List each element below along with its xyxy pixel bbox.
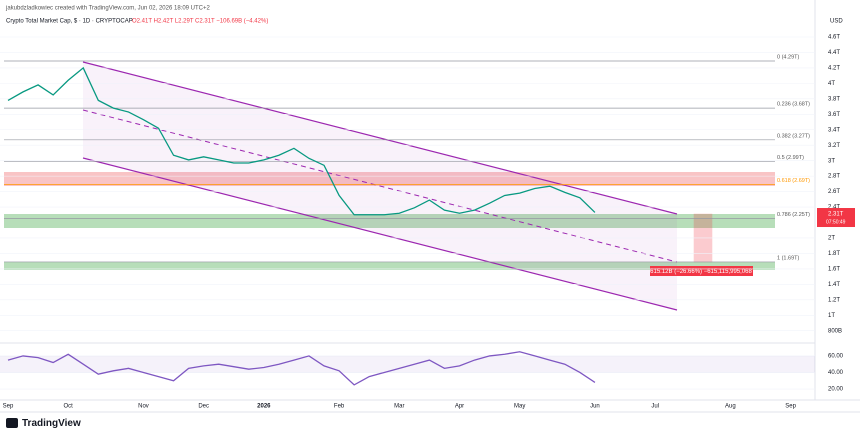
rsi-band xyxy=(0,355,815,373)
price-line xyxy=(7,66,596,216)
x-tick-label: Dec xyxy=(198,404,209,410)
y-tick-label: 1.4T xyxy=(828,282,840,288)
x-tick-label: Oct xyxy=(64,404,74,410)
x-tick-label: Jul xyxy=(651,404,659,410)
countdown: 07:50:49 xyxy=(826,219,846,225)
y-tick-label: 1.2T xyxy=(828,297,840,303)
price-line xyxy=(7,351,596,386)
measure-label-bg xyxy=(650,266,753,276)
measure-label: 615.12B (−26.66%) −615,115,995,068 xyxy=(650,269,752,275)
x-tick-label: 2026 xyxy=(257,404,271,410)
ohlc: O2.41T H2.42T L2.29T C2.31T −106.69B (−4… xyxy=(132,19,268,25)
channel-mid xyxy=(82,109,678,263)
x-tick-label: Aug xyxy=(725,404,736,410)
channel-top xyxy=(82,61,678,215)
y-tick-label: 20.00 xyxy=(828,387,844,393)
y-tick-label: 3T xyxy=(828,158,835,164)
x-tick-label: Apr xyxy=(455,404,464,410)
y-tick-label: 4.4T xyxy=(828,50,840,56)
support-zone xyxy=(4,214,775,228)
y-tick-label: 4T xyxy=(828,81,835,87)
y-tick-label: 4.6T xyxy=(828,35,840,41)
fib-label: 0.236 (3.68T) xyxy=(777,102,810,108)
logo: TradingView xyxy=(22,418,81,429)
x-tick-label: Feb xyxy=(334,404,345,410)
y-tick-label: 3.4T xyxy=(828,127,840,133)
fib-label: 0 (4.29T) xyxy=(777,54,799,60)
channel-bottom xyxy=(82,157,678,311)
x-tick-label: Jun xyxy=(590,404,600,410)
y-tick-label: 40.00 xyxy=(828,370,844,376)
x-tick-label: Sep xyxy=(785,404,796,410)
currency: USD xyxy=(830,19,843,25)
y-tick-label: 1.8T xyxy=(828,251,840,257)
y-tick-label: 2T xyxy=(828,236,835,242)
x-tick-label: Mar xyxy=(394,404,404,410)
y-tick-label: 1.6T xyxy=(828,266,840,272)
fib-label: 0.5 (2.99T) xyxy=(777,155,804,161)
y-tick-label: 3.6T xyxy=(828,112,840,118)
y-tick-label: 2.4T xyxy=(828,205,840,211)
y-tick-label: 3.8T xyxy=(828,96,840,102)
y-tick-label: 800B xyxy=(828,328,842,334)
fib-label: 1 (1.69T) xyxy=(777,255,799,261)
y-tick-label: 3.2T xyxy=(828,143,840,149)
fib-label: 0.382 (3.27T) xyxy=(777,133,810,139)
y-tick-label: 60.00 xyxy=(828,354,844,360)
y-tick-label: 4.2T xyxy=(828,66,840,72)
x-tick-label: Sep xyxy=(3,404,14,410)
resistance-zone xyxy=(4,172,775,186)
fib-label: 0.618 (2.69T) xyxy=(777,178,810,184)
price-tag: 2.31T xyxy=(828,212,844,218)
support-zone xyxy=(4,262,775,270)
x-tick-label: May xyxy=(514,404,525,410)
y-tick-label: 2.6T xyxy=(828,189,840,195)
credit: jakubdzladkowiec created with TradingVie… xyxy=(5,6,211,12)
y-tick-label: 2.8T xyxy=(828,174,840,180)
price-tag-bg xyxy=(817,208,855,228)
y-tick-label: 1T xyxy=(828,313,835,319)
fib-label: 0.786 (2.25T) xyxy=(777,212,810,218)
symbol: Crypto Total Market Cap, $ · 1D · CRYPTO… xyxy=(6,19,133,25)
logo-icon xyxy=(6,418,18,428)
x-tick-label: Nov xyxy=(138,404,149,410)
